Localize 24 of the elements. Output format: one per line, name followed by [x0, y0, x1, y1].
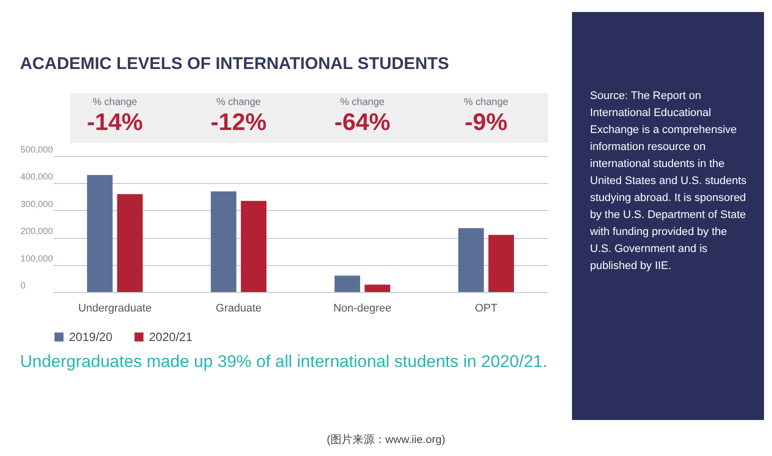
- text: -14%: [86, 109, 144, 137]
- legend-label: 2020/21: [149, 330, 193, 344]
- text: -12%: [210, 109, 268, 137]
- text: % change: [92, 97, 138, 109]
- chart-title: ACADEMIC LEVELS OF INTERNATIONAL STUDENTS: [20, 54, 450, 73]
- text: % change: [462, 97, 510, 109]
- y-tick-label: 400,000: [20, 172, 54, 182]
- y-tick-label: 500,000: [20, 144, 54, 154]
- x-tick-label: Undergraduate: [78, 302, 152, 314]
- text: -64%: [333, 109, 392, 137]
- x-tick-label: Graduate: [216, 302, 262, 314]
- text: % change: [339, 97, 386, 109]
- y-tick-label: 300,000: [20, 198, 54, 209]
- x-tick-label: OPT: [474, 302, 498, 314]
- text: Source: The Report on International Educational Exchange is a comprehensive information resource on international students in the United States and U.S. students studying abroad. It is sponsored by the U.S. Department of State with funding provided by the U.S. Government and is published by IIE.: [590, 90, 747, 272]
- text: -9%: [464, 109, 508, 137]
- legend-label: 2019/20: [69, 330, 113, 344]
- text: % change: [215, 97, 262, 109]
- x-tick-label: Non-degree: [333, 302, 392, 314]
- y-tick-label: 0: [20, 280, 26, 290]
- text: (图片来源：www.iie.org): [326, 433, 446, 447]
- text: Undergraduates made up 39% of all international students in 2020/21.: [20, 352, 548, 372]
- y-tick-label: 200,000: [20, 226, 54, 236]
- y-tick-label: 100,000: [20, 253, 54, 264]
